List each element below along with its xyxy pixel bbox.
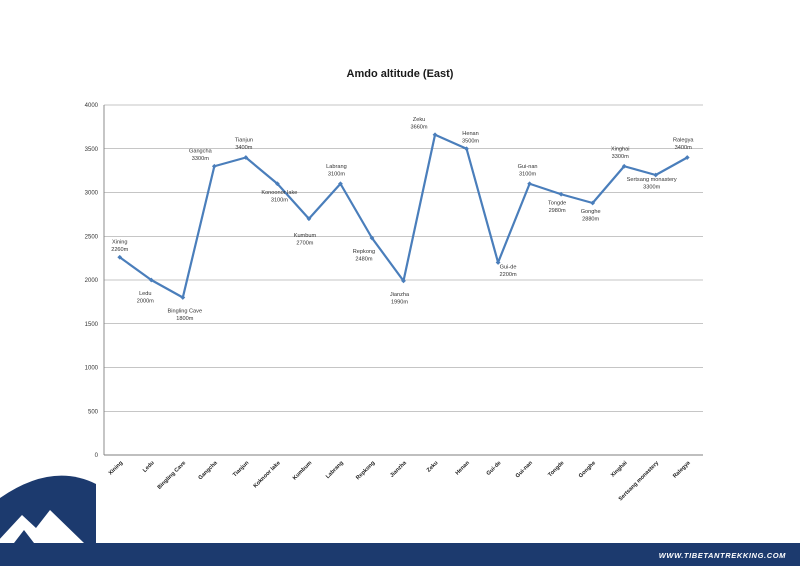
data-point: [495, 260, 501, 265]
data-label-name: Gui-de: [500, 265, 517, 271]
y-tick-label: 3000: [85, 191, 99, 197]
data-point: [590, 200, 596, 206]
footer-background: [0, 543, 800, 566]
x-tick-label: Xinghai: [610, 460, 629, 479]
data-label-name: Labrang: [326, 164, 347, 170]
y-tick-label: 4000: [85, 103, 99, 109]
data-label-value: 3100m: [328, 171, 345, 177]
data-label-value: 2200m: [500, 272, 517, 278]
x-tick-label: Gonghe: [578, 460, 597, 479]
data-label-value: 2880m: [582, 217, 599, 223]
data-label-value: 3400m: [235, 145, 252, 151]
y-tick-label: 2000: [85, 278, 99, 284]
x-axis-ticks: Xining Ledu Bingling Cave Gangcha Tianjun Kok…: [108, 460, 692, 503]
data-point: [432, 132, 438, 138]
data-point: [180, 295, 186, 300]
x-tick-label: Tongde: [547, 460, 565, 478]
data-label-name: Sertsang monastery: [627, 177, 677, 183]
data-label-name: Jianzha: [390, 292, 410, 298]
x-tick-label: Bingling Cave: [157, 460, 188, 491]
x-tick-label: Xining: [108, 460, 125, 477]
data-label-value: 2480m: [355, 257, 372, 263]
y-axis-ticks: 0 500 1000 1500 2000 2500 3000 3500 4000: [85, 103, 99, 459]
data-label-value: 1990m: [391, 299, 408, 305]
x-tick-label: Tianjun: [232, 460, 251, 479]
data-label-value: 3300m: [612, 154, 629, 160]
data-label-value: 3300m: [192, 156, 209, 162]
data-label-value: 3400m: [675, 145, 692, 151]
data-label-name: Tongde: [548, 200, 566, 206]
data-point: [527, 181, 533, 187]
data-label-name: Gonghe: [581, 209, 601, 215]
data-label-name: Repkong: [353, 249, 375, 255]
data-point: [117, 254, 123, 260]
x-tick-label: Gangcha: [198, 460, 220, 482]
data-label-value: 1800m: [176, 316, 193, 322]
y-tick-label: 0: [95, 453, 99, 459]
data-label-value: 3300m: [643, 185, 660, 191]
data-label-name: Zeku: [413, 117, 425, 123]
data-label-name: Ledu: [139, 291, 151, 297]
mountain-logo-icon: [0, 475, 96, 543]
data-point: [558, 191, 564, 197]
y-tick-label: 1500: [85, 322, 99, 328]
data-label-value: 2700m: [296, 240, 313, 246]
data-label-name: Xinghai: [611, 146, 630, 152]
data-label-name: Bingling Cave: [168, 309, 203, 315]
data-label-name: Tianjun: [235, 138, 253, 144]
data-label-value: 2980m: [549, 208, 566, 214]
data-point: [243, 155, 249, 160]
data-label-name: Henan: [462, 131, 478, 137]
data-point: [684, 155, 690, 160]
data-point: [621, 163, 627, 169]
data-point: [211, 163, 217, 169]
data-label-name: Ralegya: [673, 138, 694, 144]
data-label-name: Konoonor lake: [261, 190, 297, 196]
data-label-value: 3500m: [462, 138, 479, 144]
data-point: [274, 181, 280, 187]
data-markers: [117, 132, 690, 300]
chart-title: Amdo altitude (East): [347, 68, 454, 80]
x-tick-label: Ralegya: [672, 460, 692, 480]
x-tick-label: Repkong: [355, 460, 377, 482]
x-tick-label: Henan: [455, 460, 472, 477]
data-point: [306, 216, 312, 222]
x-tick-label: Labrang: [325, 460, 345, 480]
data-label-value: 2260m: [111, 247, 128, 253]
x-tick-label: Jianzha: [389, 460, 408, 479]
y-tick-label: 1000: [85, 366, 99, 372]
footer-bar: WWW.TIBETANTREKKING.COM: [0, 543, 800, 566]
data-label-name: Xining: [112, 239, 128, 245]
y-tick-label: 2500: [85, 234, 99, 240]
x-tick-label: Gui-de: [486, 460, 503, 477]
x-tick-label: Ledu: [142, 460, 156, 474]
data-label-value: 2000m: [137, 299, 154, 305]
data-point: [369, 235, 375, 241]
x-tick-label: Koknoor lake: [253, 460, 282, 489]
data-point: [464, 146, 469, 152]
data-point: [338, 181, 343, 187]
data-label-name: Gangcha: [189, 148, 213, 154]
data-label-name: Gui-nan: [518, 164, 538, 170]
data-point: [653, 172, 659, 178]
x-tick-label: Zeku: [426, 460, 440, 474]
data-label-value: 3660m: [410, 124, 427, 130]
data-label-value: 3100m: [271, 197, 288, 203]
data-point: [401, 278, 406, 284]
website-url: WWW.TIBETANTREKKING.COM: [659, 551, 786, 560]
y-tick-label: 3500: [85, 147, 99, 153]
y-tick-label: 500: [88, 409, 99, 415]
data-label-value: 3100m: [519, 171, 536, 177]
data-label-name: Kumbum: [294, 233, 317, 239]
data-point: [148, 277, 154, 283]
x-tick-label: Kumbum: [292, 460, 313, 481]
x-tick-label: Gui-nan: [515, 460, 535, 480]
